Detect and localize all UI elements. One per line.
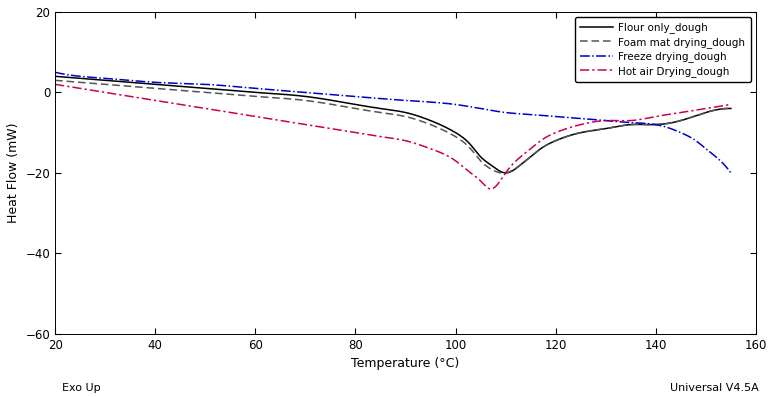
Foam mat drying_dough: [498, 171, 508, 175]
Hot air Drying_dough: [481, 184, 490, 189]
Text: Universal V4.5A: Universal V4.5A: [670, 383, 759, 393]
Foam mat drying_dough: [726, 106, 735, 111]
Hot air Drying_dough: [92, 89, 101, 93]
Freeze drying_dough: [481, 107, 490, 112]
Foam mat drying_dough: [481, 163, 490, 168]
Flour only_dough: [461, 137, 470, 142]
Flour only_dough: [481, 159, 490, 164]
Foam mat drying_dough: [92, 81, 101, 86]
Hot air Drying_dough: [633, 118, 642, 122]
Hot air Drying_dough: [726, 102, 735, 107]
Foam mat drying_dough: [461, 141, 470, 146]
Flour only_dough: [50, 74, 60, 79]
Freeze drying_dough: [443, 101, 452, 106]
Line: Hot air Drying_dough: Hot air Drying_dough: [55, 84, 731, 189]
Freeze drying_dough: [92, 75, 101, 80]
Flour only_dough: [726, 106, 735, 111]
Hot air Drying_dough: [443, 154, 452, 158]
Legend: Flour only_dough, Foam mat drying_dough, Freeze drying_dough, Hot air Drying_dou: Flour only_dough, Foam mat drying_dough,…: [575, 17, 751, 82]
Line: Flour only_dough: Flour only_dough: [55, 76, 731, 173]
Line: Foam mat drying_dough: Foam mat drying_dough: [55, 80, 731, 173]
Flour only_dough: [563, 133, 573, 138]
Freeze drying_dough: [461, 104, 470, 108]
Text: Exo Up: Exo Up: [62, 383, 101, 393]
Foam mat drying_dough: [443, 130, 452, 135]
Hot air Drying_dough: [563, 125, 573, 130]
Y-axis label: Heat Flow (mW): Heat Flow (mW): [7, 123, 20, 223]
Hot air Drying_dough: [486, 187, 495, 191]
Hot air Drying_dough: [461, 166, 470, 171]
Flour only_dough: [502, 170, 511, 175]
X-axis label: Temperature (°C): Temperature (°C): [351, 357, 460, 370]
Foam mat drying_dough: [50, 78, 60, 83]
Flour only_dough: [92, 77, 101, 82]
Line: Freeze drying_dough: Freeze drying_dough: [55, 72, 731, 173]
Flour only_dough: [443, 126, 452, 131]
Foam mat drying_dough: [633, 122, 642, 127]
Freeze drying_dough: [50, 70, 60, 75]
Freeze drying_dough: [563, 115, 572, 120]
Flour only_dough: [633, 122, 642, 127]
Freeze drying_dough: [632, 121, 642, 125]
Hot air Drying_dough: [50, 82, 60, 87]
Freeze drying_dough: [726, 170, 735, 175]
Foam mat drying_dough: [563, 133, 573, 138]
